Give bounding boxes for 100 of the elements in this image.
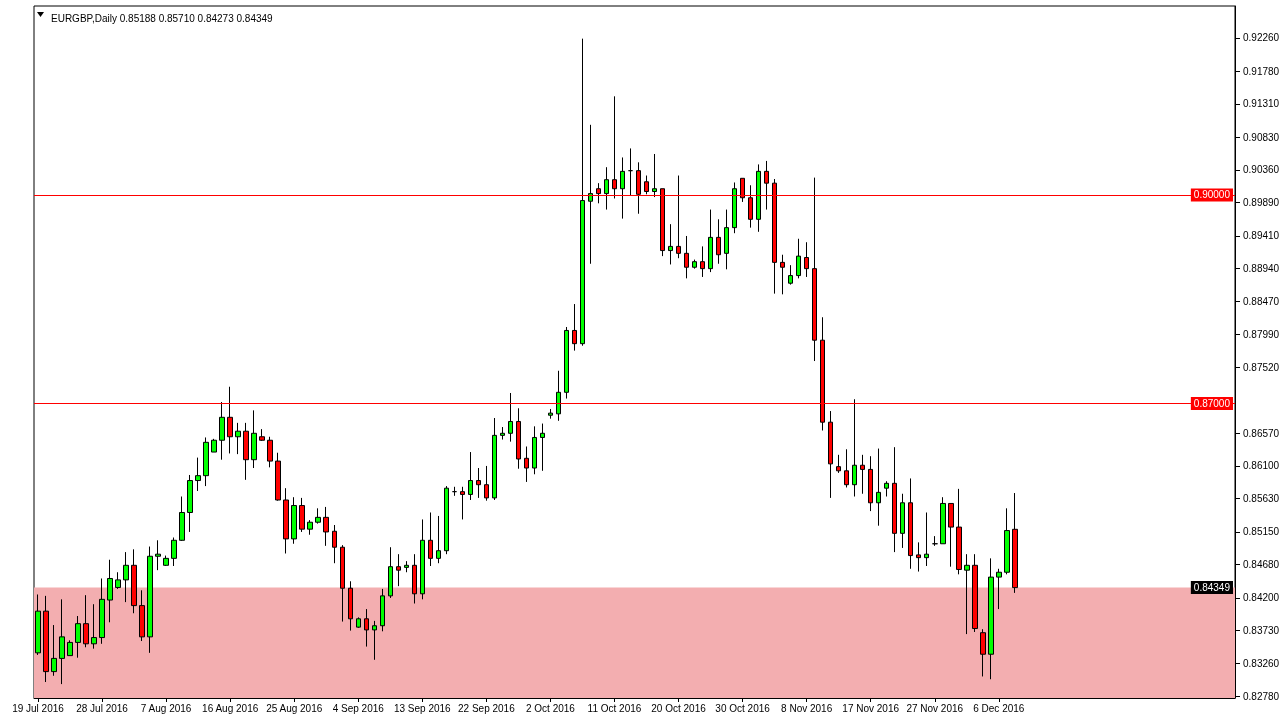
candlestick xyxy=(500,426,505,441)
candlestick xyxy=(235,422,241,455)
y-tick-label: 0.84200 xyxy=(1243,592,1280,604)
y-tick-label: 0.92260 xyxy=(1243,32,1280,44)
candlestick xyxy=(724,209,729,270)
candlestick xyxy=(588,124,593,265)
candlestick xyxy=(59,598,65,685)
x-tick-label: 4 Sep 2016 xyxy=(332,702,385,714)
candlestick xyxy=(436,515,441,564)
candlestick xyxy=(924,511,929,567)
candlestick xyxy=(908,477,913,570)
candlestick xyxy=(348,580,353,632)
x-tick-label: 13 Sep 2016 xyxy=(393,702,452,714)
candlestick xyxy=(267,436,273,468)
candlestick xyxy=(51,624,57,677)
candlestick xyxy=(139,589,145,642)
candlestick xyxy=(556,370,561,422)
candlestick xyxy=(396,553,401,587)
text: EURGBP,Daily 0.85188 0.85710 0.84273 0.84349 xyxy=(51,12,274,24)
candlestick xyxy=(532,425,537,475)
x-tick-label: 7 Aug 2016 xyxy=(140,702,192,714)
candlestick xyxy=(67,639,73,657)
candlestick xyxy=(700,245,705,278)
candlestick xyxy=(876,448,881,527)
candlestick xyxy=(972,553,978,633)
candlestick xyxy=(796,238,801,279)
y-tick-label: 0.82780 xyxy=(1243,691,1280,703)
candlestick xyxy=(43,595,49,683)
candlestick xyxy=(828,410,833,499)
candlestick xyxy=(836,454,841,474)
candlestick xyxy=(932,535,938,547)
candlestick xyxy=(323,506,329,547)
candlestick xyxy=(444,485,449,555)
candlestick xyxy=(572,303,577,352)
candlestick xyxy=(508,392,513,443)
candlestick xyxy=(788,264,793,286)
candlestick xyxy=(131,548,137,614)
x-tick-label: 17 Nov 2016 xyxy=(842,702,900,714)
candlestick xyxy=(307,519,313,536)
candlestick xyxy=(315,507,321,525)
candlestick xyxy=(732,181,737,234)
candlestick xyxy=(468,451,473,501)
candlestick xyxy=(299,497,305,533)
candlestick xyxy=(388,546,393,599)
y-tick-label: 0.90360 xyxy=(1243,164,1280,176)
candlestick xyxy=(948,502,954,568)
y-tick-label: 0.88470 xyxy=(1243,295,1280,307)
y-tick-label: 0.87990 xyxy=(1243,329,1280,341)
candlestick xyxy=(492,417,497,501)
x-tick-label: 28 Jul 2016 xyxy=(76,702,129,714)
candlestick xyxy=(1012,492,1018,594)
candlestick xyxy=(380,588,385,632)
x-tick-label: 20 Oct 2016 xyxy=(651,702,707,714)
candlestick xyxy=(516,407,521,470)
candlestick xyxy=(404,560,409,573)
candlestick xyxy=(364,608,369,648)
candlestick xyxy=(372,620,377,661)
candlestick xyxy=(652,153,657,198)
y-tick-label: 0.86570 xyxy=(1243,427,1280,439)
candlestick xyxy=(420,518,425,600)
candlestick xyxy=(219,401,225,461)
candlestick xyxy=(243,422,249,481)
candlestick xyxy=(980,628,986,677)
candlestick xyxy=(203,436,209,487)
x-tick-label: 22 Sep 2016 xyxy=(458,702,516,714)
candlestick xyxy=(804,241,809,278)
candlestick xyxy=(708,209,713,273)
x-tick-label: 2 Oct 2016 xyxy=(525,702,576,714)
candlestick xyxy=(179,496,185,542)
candlestick xyxy=(884,480,889,498)
x-tick-label: 6 Dec 2016 xyxy=(973,702,1025,714)
annotation: 0.84349 xyxy=(1193,582,1231,594)
y-tick-label: 0.89890 xyxy=(1243,197,1280,209)
candlestick xyxy=(692,259,697,270)
candlestick xyxy=(620,156,625,220)
y-tick-label: 0.83730 xyxy=(1243,625,1280,637)
candlestick xyxy=(83,594,89,648)
candlestick xyxy=(540,423,545,472)
x-tick-label: 19 Jul 2016 xyxy=(12,702,65,714)
candlestick xyxy=(99,578,105,645)
candlestick xyxy=(484,465,489,502)
candlestick xyxy=(956,488,962,575)
x-tick-label: 25 Aug 2016 xyxy=(266,702,323,714)
x-tick-label: 8 Nov 2016 xyxy=(781,702,833,714)
candlestick xyxy=(548,408,553,420)
y-tick-label: 0.91310 xyxy=(1243,98,1280,110)
candlestick xyxy=(756,163,761,233)
candlestick xyxy=(900,493,905,549)
y-tick-label: 0.85630 xyxy=(1243,493,1280,505)
candlestick xyxy=(628,147,633,197)
candlestick xyxy=(668,223,673,265)
candlestick xyxy=(75,615,81,659)
candlestick xyxy=(580,38,585,347)
candlestick xyxy=(340,544,345,623)
candlestick xyxy=(964,553,970,635)
y-tick-label: 0.84680 xyxy=(1243,559,1280,571)
candlestick xyxy=(996,568,1002,610)
candlestick xyxy=(91,603,97,650)
candlestick xyxy=(604,166,609,211)
candlestick xyxy=(716,218,721,265)
